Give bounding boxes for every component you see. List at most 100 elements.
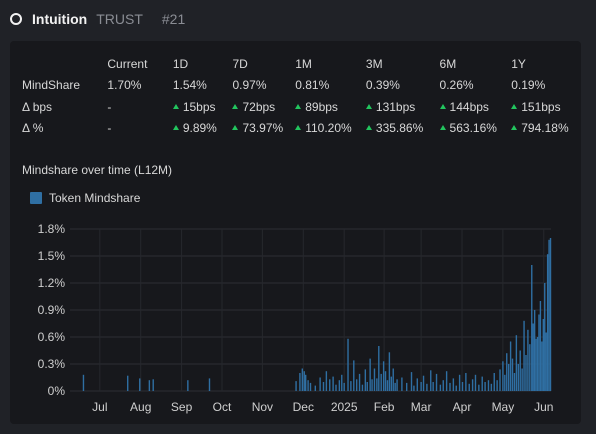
stat-cell-up: 151bps [511,96,581,118]
x-gridlines [99,229,545,391]
mindshare-bar [322,382,325,391]
mindshare-bar [490,383,493,391]
y-tick-label: 0.6% [38,330,66,344]
stat-cell: 0.81% [295,78,330,93]
up-arrow-icon [439,103,446,109]
mindshare-bar [439,384,442,391]
col-header-1m: 1M [295,56,312,71]
token-rank: #21 [161,11,186,27]
mindshare-bar [309,382,312,391]
mindshare-bar [369,358,371,391]
up-arrow-icon [295,125,302,131]
y-tick-label: 1.8% [38,222,66,236]
mindshare-bar [208,378,211,391]
mindshare-bar [541,341,543,391]
mindshare-bar [535,338,537,391]
mindshare-bar [426,383,428,391]
mindshare-bar [546,254,549,391]
mindshare-bar [474,374,477,391]
token-ticker: TRUST [96,11,143,27]
mindshare-bar [478,384,480,391]
mindshare-bar [332,376,334,391]
mindshare-bar [152,379,154,391]
mindshare-bar [544,283,546,391]
x-tick-label: Aug [130,400,151,414]
x-tick-label: 2025 [331,400,358,414]
mindshare-bar [493,373,495,391]
stat-cell-up: 144bps [439,96,512,118]
stat-cell-up: 110.20% [295,118,366,140]
stat-cell: 1.70% [107,78,142,93]
up-arrow-icon [365,125,372,131]
mindshare-bar [366,382,368,391]
mindshare-bar [373,368,376,391]
mindshare-bar [390,376,393,391]
up-arrow-icon [511,125,518,131]
mindshare-bar [413,385,415,391]
delta-bps-row: Δ bps - 15bps 72bps 89bps 131bps 144bps … [22,96,581,118]
mindshare-bar [525,355,527,391]
mindshare-bar [386,380,389,391]
mindshare-bar [527,329,529,391]
mindshare-row: MindShare 1.70% 1.54% 0.97% 0.81% 0.39% … [22,75,581,97]
x-axis-labels: Jul Aug Sep Oct Nov Dec 2025 Feb Mar Apr May Jun [92,400,553,414]
mindshare-bar [430,370,432,391]
mindshare-bar [401,377,403,391]
row-label: Δ bps [22,99,53,114]
up-arrow-icon [172,125,179,131]
mindshare-bar [517,364,519,391]
mindshare-bar [481,376,483,391]
legend-label: Token Mindshare [49,191,141,205]
mindshare-bar [487,380,490,391]
mindshare-bar [343,382,345,391]
delta-percent-row: Δ % - 9.89% 73.97% 110.20% 335.86% 563.1… [22,118,581,140]
mindshare-bar [455,385,457,391]
mindshare-bar [392,368,394,391]
chart-legend[interactable]: Token Mindshare [30,191,140,205]
mindshare-bar [384,371,387,391]
mindshare-bar [449,382,451,391]
mindshare-bar [515,335,518,391]
mindshare-bar [458,374,461,391]
mindshare-bar [380,373,382,391]
mindshare-bar [304,374,307,391]
mindshare-bar [549,238,552,391]
up-arrow-icon [365,103,372,109]
mindshare-bar [376,378,378,391]
mindshare-bar [406,382,408,391]
mindshare-bar [521,368,523,391]
mindshare-bar [82,374,85,391]
mindshare-bars [82,238,552,391]
stat-cell-up: 794.18% [511,118,581,140]
mindshare-bar [378,346,380,391]
mindshare-bar [452,378,455,391]
up-arrow-icon [232,103,239,109]
intuition-logo-icon [10,13,22,25]
col-header-7d: 7D [232,56,248,71]
up-arrow-icon [232,125,239,131]
col-header-3m: 3M [365,56,383,71]
mindshare-bar [513,373,516,391]
x-tick-label: Oct [213,400,232,414]
mindshare-bar [511,358,514,391]
y-tick-label: 0% [48,384,66,398]
mindshare-bar [148,380,151,391]
mindshare-bar [364,369,367,391]
mindshare-bar [325,371,328,391]
up-arrow-icon [439,125,446,131]
y-tick-label: 1.5% [38,249,66,263]
mindshare-bar [299,373,301,391]
mindshare-bar [506,353,508,391]
mindshare-bar [329,379,331,391]
mindshare-bar [353,360,355,391]
x-tick-label: May [492,400,515,414]
x-tick-label: Nov [252,400,273,414]
token-name[interactable]: Intuition [32,11,88,27]
mindshare-bar [303,371,305,391]
mindshare-stats-table: Current 1D 7D 1M 3M 6M 1Y MindShare 1.70… [22,53,581,139]
stat-cell: 0.26% [439,78,474,93]
col-header-current: Current [107,56,148,71]
mindshare-bar [496,380,498,391]
mindshare-bar [341,374,343,391]
mindshare-bar [187,380,189,391]
